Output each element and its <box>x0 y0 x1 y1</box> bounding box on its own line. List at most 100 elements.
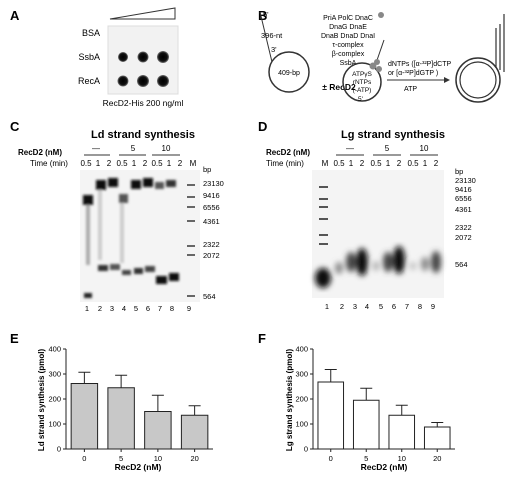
ladder-d-6 <box>319 243 328 245</box>
lane-c-2: 2 <box>98 304 102 313</box>
time-c-6: 2 <box>143 159 148 168</box>
recd2-none-c: — <box>92 144 100 153</box>
low-band-c-5 <box>134 268 143 274</box>
x-tick-label-0: 0 <box>329 454 333 463</box>
lane-c-7: 7 <box>158 304 162 313</box>
time-c-3: 2 <box>107 159 112 168</box>
lane-d-8: 8 <box>418 302 422 311</box>
label-5prime-b: 5' <box>358 96 363 103</box>
recd2-none-d: — <box>346 144 354 153</box>
cofactors: ATPγS rNTPs (-ATP) <box>352 71 372 94</box>
lane-c-3: 3 <box>110 304 114 313</box>
band-c-1 <box>83 195 93 205</box>
chart-e-xlabel: RecD2 (nM) <box>115 462 162 472</box>
cofactor-2: rNTPs <box>353 79 372 86</box>
y-tick-label-1: 100 <box>295 420 308 429</box>
protein-line-4: τ-complex <box>332 42 364 49</box>
time-d-6: 2 <box>397 159 402 168</box>
replisome-dot-1 <box>369 62 377 70</box>
y-tick-label-4: 400 <box>295 345 308 354</box>
time-c-4: 0.5 <box>116 159 128 168</box>
replisome-proteins: PriA PolC DnaC DnaG DnaE DnaB DnaD DnaI … <box>321 15 375 67</box>
time-d-9: 2 <box>434 159 439 168</box>
ladder-d-4 <box>319 218 328 220</box>
chart-e-ylabel: Ld strand synthesis (pmol) <box>37 349 46 452</box>
lane-c-5: 5 <box>134 304 138 313</box>
panel-a-letter: A <box>10 8 20 23</box>
x-tick-label-2: 10 <box>154 454 162 463</box>
time-c-1: 0.5 <box>80 159 92 168</box>
lane-d-2: 2 <box>340 302 344 311</box>
band-d-9 <box>431 251 441 273</box>
low-band-c-6 <box>145 266 155 272</box>
substrate-line-2: or [α-³²P]dGTP ) <box>388 70 438 77</box>
product-tails <box>495 14 505 72</box>
time-d-7: 0.5 <box>407 159 419 168</box>
band-d-4 <box>373 261 379 271</box>
bar-2 <box>144 411 172 450</box>
band-d-m <box>315 268 331 288</box>
chart-f-ylabel: Lg strand synthesis (pmol) <box>285 349 294 452</box>
bar-0 <box>70 383 99 450</box>
bar-1 <box>352 399 380 450</box>
marker-d-6: 2072 <box>455 233 472 242</box>
marker-c-6: 2072 <box>203 251 220 260</box>
reaction-arrow-head <box>444 77 450 83</box>
lane-numbers-c: 1 2 3 4 5 6 7 8 9 <box>85 304 191 313</box>
bp-label-d: bp <box>455 167 463 176</box>
replisome-dot-3 <box>376 66 382 72</box>
y-tick-label-0: 0 <box>57 445 61 454</box>
bar-1 <box>107 387 135 450</box>
bp-label-c: bp <box>203 165 211 174</box>
lane-c-8: 8 <box>170 304 174 313</box>
substrates: dNTPs ([α-³²P]dCTP or [α-³²P]dGTP ) <box>388 61 451 77</box>
y-tick-label-4: 400 <box>48 345 61 354</box>
time-c-8: 1 <box>167 159 172 168</box>
row-label-reca: RecA <box>78 76 100 86</box>
ladder-c-3 <box>187 206 195 208</box>
marker-c-5: 2322 <box>203 240 220 249</box>
y-tick-label-2: 200 <box>295 395 308 404</box>
recd2-5-c: 5 <box>131 144 136 153</box>
time-values-d: M 0.5 1 2 0.5 1 2 0.5 1 2 <box>322 159 439 168</box>
panel-d-title: Lg strand synthesis <box>341 129 445 141</box>
bar-3 <box>180 414 209 450</box>
recd2-values-d: — 5 10 <box>346 144 429 153</box>
substrate-line-1: dNTPs ([α-³²P]dCTP <box>388 61 451 68</box>
marker-lane-d: M <box>322 159 329 168</box>
recd2-label-d: RecD2 (nM) <box>266 148 310 157</box>
time-label-c: Time (min) <box>30 159 68 168</box>
label-396nt: 396-nt <box>261 31 283 40</box>
chart-f: 0 100 200 300 400 0 5 10 20 <box>295 345 455 463</box>
bottom-band-c-1 <box>84 293 92 298</box>
band-d-5 <box>383 252 393 272</box>
marker-d-2: 9416 <box>455 185 472 194</box>
protein-line-3: DnaB DnaD DnaI <box>321 33 375 40</box>
ladder-c <box>187 184 195 297</box>
lane-d-4: 4 <box>365 302 369 311</box>
ladder-d <box>319 186 328 245</box>
replisome-dot-2 <box>374 59 380 65</box>
panel-b-letter: B <box>258 8 267 23</box>
lane-d-1: 1 <box>325 302 329 311</box>
time-values-c: 0.5 1 2 0.5 1 2 0.5 1 2 M <box>80 159 196 168</box>
panel-f-letter: F <box>258 331 266 346</box>
marker-d-5: 2322 <box>455 223 472 232</box>
primer-strand <box>259 11 273 63</box>
y-tick-label-2: 200 <box>48 395 61 404</box>
row-label-bsa: BSA <box>82 28 100 38</box>
template-circle <box>268 51 310 93</box>
time-label-d: Time (min) <box>266 159 304 168</box>
ladder-c-4 <box>187 220 195 222</box>
low-band-c-7 <box>156 276 167 284</box>
time-c-9: 2 <box>178 159 183 168</box>
smear-c-1 <box>86 205 90 265</box>
panel-c: C Ld strand synthesis RecD2 (nM) Time (m… <box>10 119 224 313</box>
y-tick-label-3: 300 <box>48 370 61 379</box>
gel-d <box>312 170 444 298</box>
protein-line-2: DnaG DnaE <box>329 24 367 31</box>
y-tick-label-1: 100 <box>48 420 61 429</box>
band-d-1 <box>335 262 343 274</box>
y-tick-label-3: 300 <box>295 370 308 379</box>
time-d-1: 0.5 <box>333 159 345 168</box>
